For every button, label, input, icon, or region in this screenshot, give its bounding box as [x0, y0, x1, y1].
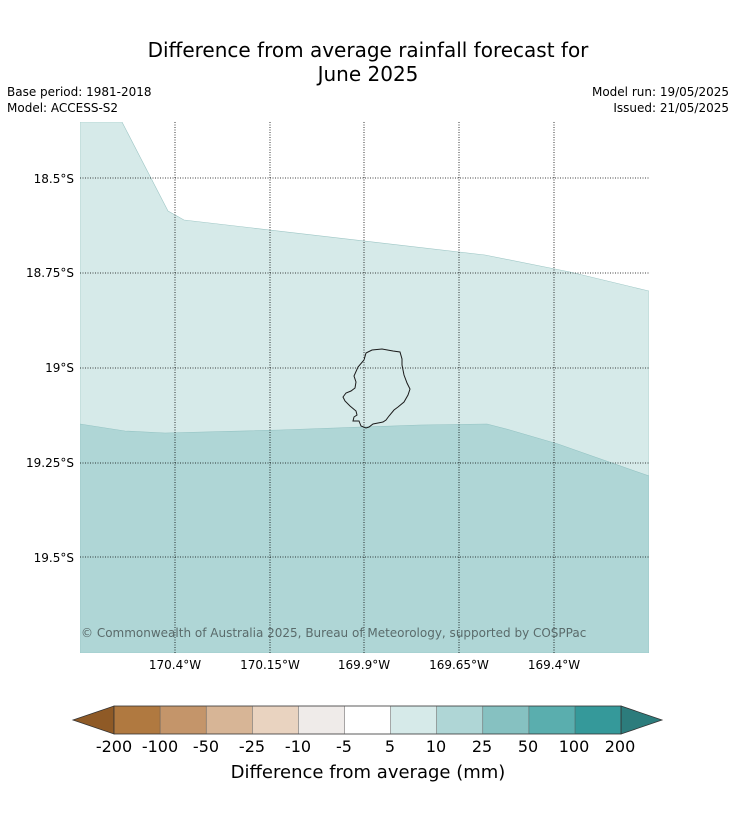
colorbar-segment [252, 706, 299, 734]
copyright-notice: © Commonwealth of Australia 2025, Bureau… [81, 626, 587, 640]
lat-label-18-75s: 18.75°S [26, 266, 74, 280]
lon-label-169-4w: 169.4°W [527, 658, 581, 672]
lon-label-169-65w: 169.65°W [429, 658, 489, 672]
colorbar-tick: 50 [517, 737, 539, 756]
colorbar-extend-high [620, 705, 664, 735]
lat-label-18-5s: 18.5°S [33, 172, 74, 186]
lon-label-170-15w: 170.15°W [240, 658, 300, 672]
base-period-text: Base period: 1981-2018 [7, 85, 152, 99]
zone-10-to-25 [80, 423, 649, 653]
gridlines [80, 122, 649, 653]
lat-label-19-5s: 19.5°S [33, 551, 74, 565]
lat-label-19s: 19°S [45, 361, 74, 375]
map-title: Difference from average rainfall forecas… [0, 38, 736, 86]
colorbar-tick: 25 [471, 737, 493, 756]
colorbar-outline [113, 705, 622, 735]
model-text: Model: ACCESS-S2 [7, 101, 119, 115]
lon-label-170-4w: 170.4°W [148, 658, 202, 672]
title-line-2: June 2025 [317, 62, 419, 86]
colorbar-tick: -25 [238, 737, 266, 756]
colorbar-segment [298, 706, 345, 734]
colorbar-tick: 200 [604, 737, 636, 756]
colorbar-segment [436, 706, 483, 734]
colorbar-tick: -200 [95, 737, 133, 756]
colorbar-segment [390, 706, 437, 734]
colorbar-segment [206, 706, 253, 734]
colorbar-segment [344, 706, 391, 734]
niue-coastline [342, 348, 411, 429]
colorbar-label: Difference from average (mm) [230, 762, 506, 783]
colorbar-tick: 5 [384, 737, 396, 756]
title-line-1: Difference from average rainfall forecas… [147, 38, 589, 62]
colorbar-tick: -5 [336, 737, 352, 756]
colorbar-segment [482, 706, 529, 734]
colorbar-segment [575, 706, 622, 734]
colorbar-extend-low [71, 705, 115, 735]
meta-left: Base period: 1981-2018 Model: ACCESS-S2 [7, 84, 152, 116]
colorbar-tick: 100 [558, 737, 590, 756]
colorbar [71, 705, 664, 735]
forecast-map [80, 122, 649, 653]
colorbar-segment [528, 706, 575, 734]
issued-text: Issued: 21/05/2025 [613, 101, 729, 115]
meta-right: Model run: 19/05/2025 Issued: 21/05/2025 [592, 84, 729, 116]
colorbar-tick: -50 [192, 737, 220, 756]
colorbar-tick: -100 [141, 737, 179, 756]
colorbar-segment [160, 706, 207, 734]
lat-label-19-25s: 19.25°S [26, 456, 74, 470]
model-run-text: Model run: 19/05/2025 [591, 85, 729, 99]
lon-label-169-9w: 169.9°W [337, 658, 391, 672]
colorbar-tick: 10 [425, 737, 447, 756]
colorbar-tick: -10 [284, 737, 312, 756]
colorbar-segment [114, 706, 161, 734]
